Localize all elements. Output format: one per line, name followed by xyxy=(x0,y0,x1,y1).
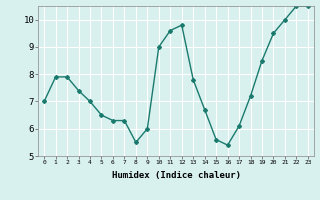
X-axis label: Humidex (Indice chaleur): Humidex (Indice chaleur) xyxy=(111,171,241,180)
